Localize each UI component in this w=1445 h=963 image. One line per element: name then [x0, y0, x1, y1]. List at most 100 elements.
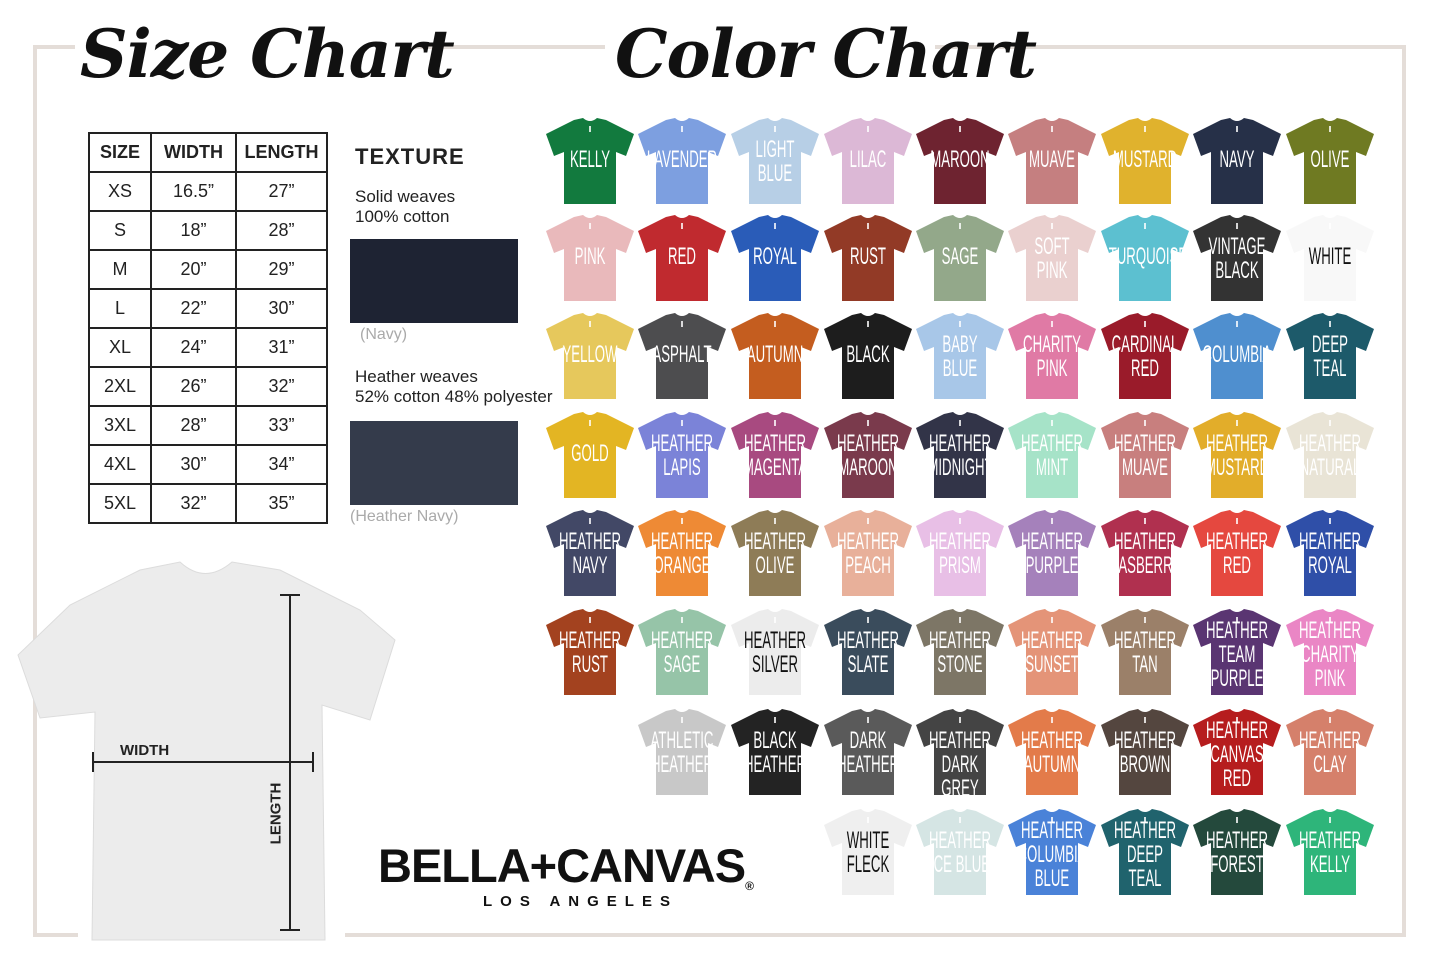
color-name-line: HEATHER: [1020, 430, 1084, 457]
tshirt-icon: [1101, 313, 1189, 399]
color-swatch-shirt: HEATHER MINT: [1006, 410, 1098, 502]
tshirt-icon: [731, 709, 819, 795]
tshirt-icon: [1008, 313, 1096, 399]
color-name-line: PINK: [574, 243, 606, 270]
color-swatch-shirt: HEATHER TAN: [1099, 607, 1191, 699]
length-cell: 31”: [235, 327, 328, 368]
color-swatch-shirt: HEATHER LAPIS: [636, 410, 728, 502]
color-swatch-shirt: CHARITY PINK: [1006, 311, 1098, 403]
tshirt-icon: [1286, 313, 1374, 399]
tshirt-icon: [1286, 510, 1374, 596]
tshirt-icon: [546, 118, 634, 204]
color-name-line: PURPLE: [1025, 552, 1079, 579]
color-swatch-shirt: HEATHER NAVY: [544, 508, 636, 600]
tshirt-icon: [1286, 412, 1374, 498]
color-name-line: HEATHER: [836, 751, 900, 778]
color-name-line: ATHLETIC: [650, 727, 714, 754]
color-name-line: HEATHER: [1298, 528, 1362, 555]
color-swatch-shirt: RUST: [822, 213, 914, 305]
heather-navy-caption: (Heather Navy): [350, 508, 459, 525]
size-cell: L: [88, 288, 152, 329]
solid-desc-2: 100% cotton: [355, 207, 450, 226]
color-name-line: MIDNIGHT: [927, 454, 993, 481]
color-name-line: DEEP: [1312, 331, 1348, 358]
color-swatch-shirt: HEATHER MUSTARD: [1191, 410, 1283, 502]
color-name-line: HEATHER: [743, 627, 807, 654]
color-name-line: HEATHER: [650, 430, 714, 457]
color-name-line: HEATHER: [1113, 528, 1177, 555]
color-name-line: RASBERRY: [1108, 552, 1182, 579]
color-name-line: COLUMBIA: [1202, 341, 1272, 368]
solid-desc-1: Solid weaves: [355, 187, 456, 206]
tshirt-icon: [1193, 809, 1281, 895]
color-name-line: HEATHER: [928, 827, 992, 854]
color-name-line: LAVENDER: [646, 146, 718, 173]
color-name-line: HEATHER: [1113, 430, 1177, 457]
color-swatch-shirt: KELLY: [544, 116, 636, 208]
color-swatch-shirt: HEATHER ORANGE: [636, 508, 728, 600]
color-swatch-shirt: LILAC: [822, 116, 914, 208]
tshirt-icon: [1286, 215, 1374, 301]
color-swatch-shirt: AUTUMN: [729, 311, 821, 403]
tshirt-icon: [731, 215, 819, 301]
tshirt-icon: [638, 709, 726, 795]
color-name-line: HEATHER: [1205, 430, 1269, 457]
tshirt-icon: [1101, 609, 1189, 695]
length-cell: 33”: [235, 405, 328, 446]
color-swatch-shirt: SOFT PINK: [1006, 213, 1098, 305]
color-name-line: TEAM: [1218, 641, 1256, 668]
header-width: WIDTH: [150, 132, 237, 173]
color-name-line: LAPIS: [663, 454, 701, 481]
frame-bottom-2: [345, 933, 1406, 937]
color-name-line: HEATHER: [1298, 430, 1362, 457]
color-name-line: PINK: [1036, 257, 1068, 284]
frame-bottom-1: [33, 933, 78, 937]
color-name-line: HEATHER: [1298, 617, 1362, 644]
length-cell: 35”: [235, 483, 328, 524]
color-swatch-shirt: HEATHER SILVER: [729, 607, 821, 699]
color-name-line: KELLY: [569, 146, 611, 173]
color-name-line: HEATHER: [1205, 617, 1269, 644]
color-name-line: HEATHER: [836, 528, 900, 555]
color-name-line: RUST: [572, 651, 608, 678]
color-name-line: BLUE: [1034, 865, 1070, 892]
tshirt-icon: [824, 412, 912, 498]
tshirt-icon: [638, 215, 726, 301]
color-name-line: LILAC: [849, 146, 887, 173]
table-header-row: SIZE WIDTH LENGTH: [88, 132, 328, 173]
color-name-line: TURQUOISE: [1108, 243, 1188, 270]
color-name-line: OLIVE: [755, 552, 795, 579]
color-name-line: TEAL: [1128, 865, 1162, 892]
color-name-line: RED: [668, 243, 696, 270]
color-name-line: PINK: [1036, 355, 1068, 382]
navy-caption: (Navy): [360, 326, 408, 343]
length-cell: 29”: [235, 249, 328, 290]
color-name-line: OLIVE: [1310, 146, 1350, 173]
tshirt-icon: [1008, 709, 1096, 795]
size-cell: 2XL: [88, 366, 152, 407]
tshirt-icon: [638, 609, 726, 695]
color-swatch-shirt: HEATHER RED: [1191, 508, 1283, 600]
color-name-line: AUTUMN: [746, 341, 804, 368]
tshirt-icon: [731, 510, 819, 596]
length-cell: 27”: [235, 171, 328, 212]
width-label: WIDTH: [120, 742, 170, 759]
tshirt-icon: [1101, 510, 1189, 596]
tshirt-icon: [546, 412, 634, 498]
color-swatch-shirt: HEATHER MIDNIGHT: [914, 410, 1006, 502]
color-name-line: AUTUMN: [1023, 751, 1081, 778]
color-name-line: SOFT: [1034, 233, 1070, 260]
width-cell: 20”: [150, 249, 237, 290]
color-name-line: HEATHER: [650, 528, 714, 555]
color-name-line: HEATHER: [650, 627, 714, 654]
color-name-line: RED: [1223, 765, 1251, 792]
size-cell: S: [88, 210, 152, 251]
tshirt-icon: [546, 215, 634, 301]
color-swatch-shirt: ROYAL: [729, 213, 821, 305]
color-name-line: BROWN: [1119, 751, 1171, 778]
color-swatch-shirt: HEATHER FOREST: [1191, 807, 1283, 899]
tshirt-icon: [824, 313, 912, 399]
color-name-line: DARK: [849, 727, 887, 754]
color-swatch-shirt: PINK: [544, 213, 636, 305]
frame-top-2: [415, 45, 605, 49]
